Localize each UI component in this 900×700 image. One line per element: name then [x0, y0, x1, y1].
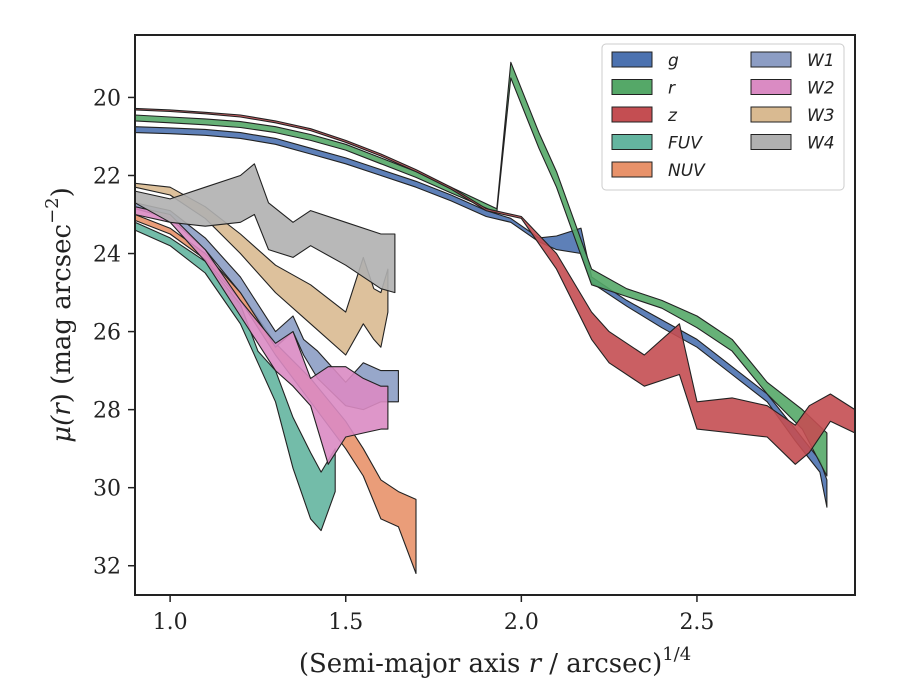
x-tick-label: 1.0 — [153, 610, 188, 635]
x-tick-label: 1.5 — [328, 610, 363, 635]
series-band-w3 — [134, 182, 389, 356]
y-tick-label: 26 — [93, 321, 121, 346]
legend-label-r: r — [668, 79, 676, 99]
legend-swatch-g — [611, 51, 653, 68]
legend: grz FUV NUV W1 W2 W3 W4 — [601, 43, 845, 191]
legend-swatch-w2 — [750, 79, 792, 95]
legend-swatch-z — [611, 106, 653, 123]
series-band-w2 — [134, 206, 389, 465]
x-axis: 1.0 1.5 2.0 2.5 — [153, 595, 714, 635]
y-axis-label: μ(r) (mag arcsec−2) — [42, 187, 77, 443]
y-tick-label: 28 — [93, 399, 121, 424]
legend-label-w4: W4 — [807, 134, 835, 154]
y-tick-label: 30 — [93, 477, 121, 502]
legend-label-nuv: NUV — [668, 161, 706, 181]
series-band-w4 — [134, 163, 396, 294]
y-tick-label: 24 — [93, 243, 121, 268]
legend-swatch-w4 — [750, 134, 792, 150]
legend-swatch-nuv — [611, 161, 653, 178]
legend-label-w3: W3 — [807, 106, 835, 126]
legend-swatch-w1 — [750, 51, 792, 68]
legend-swatch-r — [611, 79, 653, 95]
series-layer — [134, 61, 856, 575]
y-axis: 20 22 24 26 28 30 32 — [93, 86, 135, 580]
y-tick-label: 20 — [93, 86, 121, 111]
legend-items: grz FUV NUV W1 W2 W3 W4 — [611, 51, 835, 181]
legend-swatch-w3 — [750, 106, 792, 123]
plot-frame — [134, 34, 856, 596]
series-band-g — [134, 126, 828, 508]
y-tick-label: 22 — [93, 164, 121, 189]
x-tick-label: 2.5 — [679, 610, 714, 635]
legend-label-fuv: FUV — [668, 134, 703, 154]
y-tick-label: 32 — [93, 555, 121, 580]
x-axis-label: (Semi-major axis r / arcsec)1/4 — [299, 644, 691, 679]
legend-swatch-fuv — [611, 134, 653, 150]
legend-label-w2: W2 — [807, 79, 835, 99]
x-tick-label: 2.0 — [504, 610, 539, 635]
legend-label-z: z — [667, 106, 678, 126]
series-band-r — [134, 61, 828, 477]
legend-label-g: g — [668, 51, 679, 71]
legend-label-w1: W1 — [807, 51, 835, 71]
